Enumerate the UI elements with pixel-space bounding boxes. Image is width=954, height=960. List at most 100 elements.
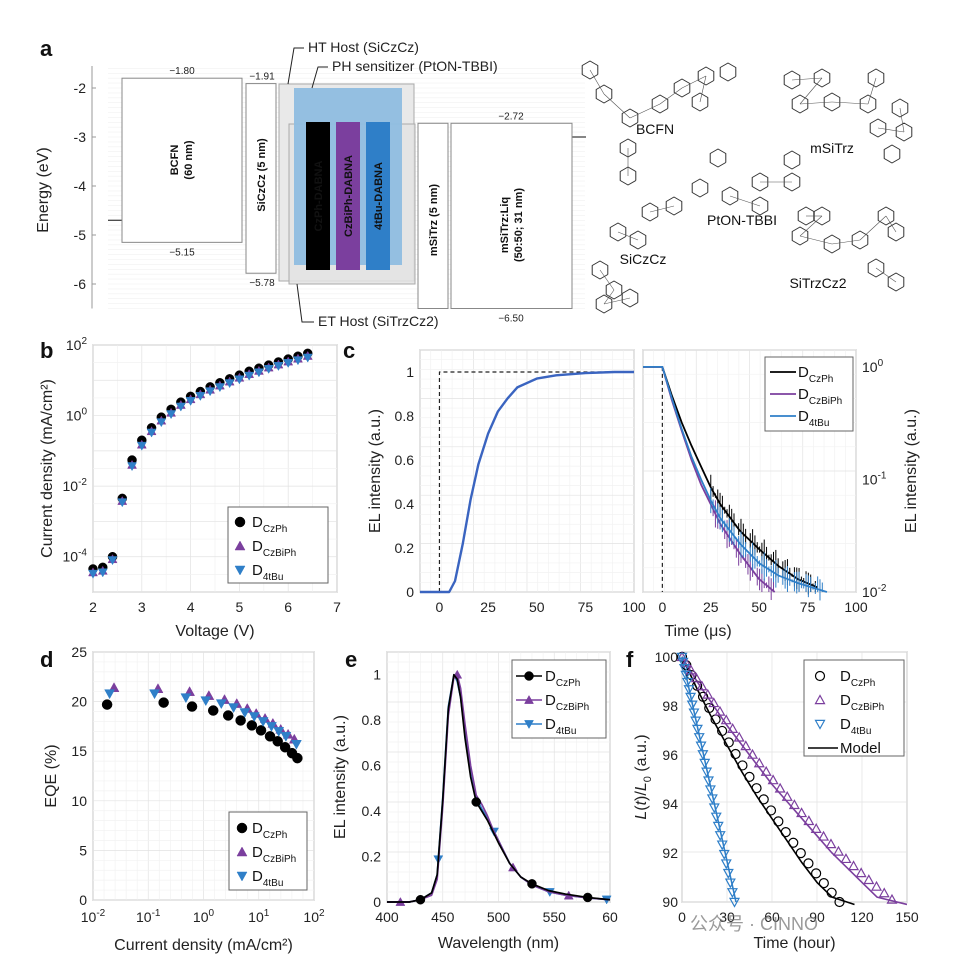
data-point <box>266 722 277 732</box>
legend-label: D4tBu <box>252 562 283 583</box>
x-tick-label: 7 <box>333 599 341 615</box>
legend-label: D4tBu <box>545 716 576 737</box>
data-point <box>811 868 822 879</box>
data-point <box>832 845 844 856</box>
data-point <box>415 894 426 905</box>
et-host-leader <box>296 283 314 323</box>
molecule-label: mSiTrz <box>810 140 854 156</box>
y-tick-label-right: 10-2 <box>862 583 887 600</box>
data-point <box>720 714 732 725</box>
data-point <box>246 720 258 731</box>
data-point <box>527 879 537 889</box>
data-point <box>834 896 845 908</box>
y-tick-label: 100 <box>66 407 88 424</box>
y-tick-label: 5 <box>79 842 87 858</box>
data-point <box>706 794 718 805</box>
x-tick-label: 150 <box>895 909 919 925</box>
y-tick-label: 90 <box>662 894 678 910</box>
data-point <box>180 693 192 704</box>
homo-label: −6.50 <box>498 314 524 325</box>
x-tick-label: 5 <box>236 599 244 615</box>
x-tick-label: 3 <box>138 599 146 615</box>
y-tick-label: 0.6 <box>362 758 382 774</box>
data-point <box>207 705 219 716</box>
x-axis-label: Voltage (V) <box>175 623 254 640</box>
data-point <box>886 893 898 904</box>
data-point <box>690 716 702 727</box>
data-point <box>714 705 726 716</box>
data-point <box>728 897 741 908</box>
bond <box>617 231 639 241</box>
y-tick-label: 25 <box>71 644 87 660</box>
x-tick-label: 60 <box>602 909 618 925</box>
data-point <box>848 860 860 871</box>
molecule-siczcz: SiCzCz <box>591 196 683 314</box>
ring <box>697 66 715 86</box>
panel-d-eqe-chart: d 10-2 10-1 100 101 102 0 5 10 15 20 25 Current den… <box>40 644 325 954</box>
y-axis-label: L(t)/L0 (a.u.) <box>633 734 654 819</box>
bond <box>875 267 897 283</box>
legend-label: Model <box>840 740 881 757</box>
ring <box>783 70 801 90</box>
molecule-sitrzcz2: SiTrzCz2 <box>789 206 905 292</box>
data-point <box>248 712 260 722</box>
legend: DCzPh DCzBiPh D4tBu <box>511 659 607 739</box>
model-curve-CzBiPh <box>681 656 908 906</box>
panel-label-e: e <box>345 647 357 672</box>
ring <box>629 230 647 250</box>
data-point <box>695 741 707 752</box>
bond <box>603 297 631 305</box>
data-point <box>765 805 777 816</box>
x-axis-label: Wavelength (nm) <box>438 935 559 952</box>
data-point <box>803 858 814 869</box>
legend-marker <box>236 871 248 882</box>
data-point <box>685 664 697 675</box>
ring <box>783 172 801 192</box>
legend: DCzPh DCzBiPh D4tBu Model <box>803 659 905 757</box>
panel-c-transient-el-chart: c 0 25 50 75 100 0 0.2 0.4 0.6 0.8 1 EL intensity (… <box>343 338 920 640</box>
x-tick-label: 30 <box>719 909 735 925</box>
data-point <box>803 815 815 826</box>
layer-bcfn <box>121 77 243 243</box>
ring <box>619 166 637 186</box>
x-tick-label: 2 <box>89 599 97 615</box>
y-tick-label: -4 <box>74 178 87 194</box>
legend-label: DCzBiPh <box>252 844 296 865</box>
bond <box>831 101 869 105</box>
watermark: 公众号 · CINNO <box>690 914 818 934</box>
emitter-bar <box>336 122 360 270</box>
data-point <box>149 689 160 700</box>
x-tick-label: 500 <box>487 909 511 925</box>
data-point <box>175 402 186 412</box>
y-tick-label: 0.6 <box>395 452 415 468</box>
emitter-label: CzPh-DABNA <box>313 161 325 232</box>
data-point <box>185 397 196 406</box>
legend-marker <box>234 540 246 551</box>
legend-label: DCzPh <box>840 668 875 689</box>
ring <box>621 288 639 308</box>
legend-label: DCzPh <box>545 668 580 689</box>
data-point <box>117 498 128 508</box>
ring <box>791 226 809 246</box>
data-point <box>680 670 692 681</box>
panel-b-jv-chart: b 2 3 4 5 6 7 102 100 10-2 10-4 Voltage (V) Current… <box>39 336 341 640</box>
legend-marker <box>236 822 248 834</box>
ring <box>877 206 895 226</box>
legend-marker <box>524 694 534 704</box>
legend-marker <box>236 846 248 857</box>
legend-box <box>803 659 905 757</box>
emitter-bar <box>366 122 390 270</box>
data-point <box>290 740 302 750</box>
y-tick-label: 94 <box>662 796 678 812</box>
data-point <box>156 418 167 428</box>
ring <box>851 230 869 250</box>
bond <box>885 215 897 233</box>
data-point <box>795 848 806 859</box>
data-point <box>727 723 739 733</box>
ring <box>869 118 887 138</box>
x-tick-label: 60 <box>764 909 780 925</box>
data-point <box>701 767 713 778</box>
y-tick-label: 20 <box>71 694 87 710</box>
data-point <box>685 692 697 703</box>
y-tick-label: 0.4 <box>362 803 382 819</box>
